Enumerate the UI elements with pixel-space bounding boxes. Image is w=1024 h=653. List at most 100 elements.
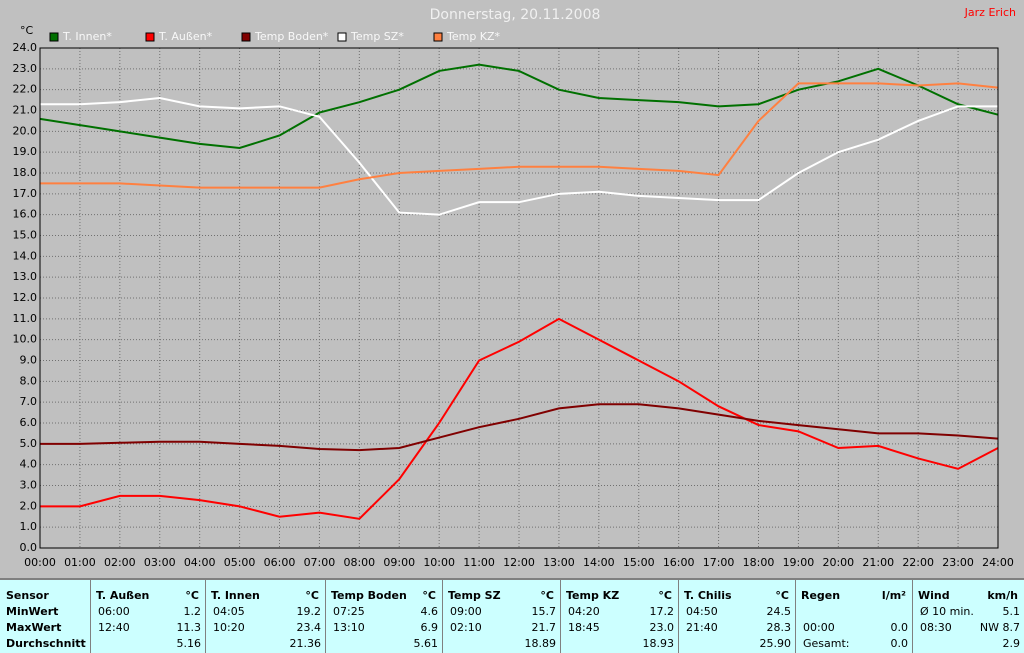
cell-time: Gesamt:: [803, 637, 850, 650]
column-unit: °C: [305, 589, 319, 602]
y-tick-label: 6.0: [20, 416, 38, 429]
cell-time: 02:10: [450, 621, 482, 634]
y-tick-label: 13.0: [13, 270, 38, 283]
column-header: T. Innen: [211, 589, 260, 602]
y-tick-label: 3.0: [20, 479, 38, 492]
y-tick-label: 1.0: [20, 520, 38, 533]
cell-time: 10:20: [213, 621, 245, 634]
y-tick-label: 21.0: [13, 104, 38, 117]
y-tick-label: 0.0: [20, 541, 38, 554]
column-divider: [205, 580, 206, 653]
column-header: Temp Boden: [331, 589, 407, 602]
author: Jarz Erich: [964, 6, 1016, 19]
x-tick-label: 22:00: [902, 556, 934, 569]
y-tick-label: 8.0: [20, 374, 38, 387]
cell-time: 04:05: [213, 605, 245, 618]
x-tick-label: 09:00: [383, 556, 415, 569]
x-tick-label: 14:00: [583, 556, 615, 569]
cell-value: 2.9: [1002, 637, 1021, 650]
cell-time: 21:40: [686, 621, 718, 634]
x-tick-label: 06:00: [264, 556, 296, 569]
cell-value: 18.93: [642, 637, 675, 650]
y-tick-label: 11.0: [13, 312, 38, 325]
y-tick-label: 16.0: [13, 208, 38, 221]
cell-value: 5.16: [176, 637, 202, 650]
column-divider: [560, 580, 561, 653]
cell-value: 1.2: [183, 605, 202, 618]
legend-label: Temp SZ*: [350, 30, 404, 43]
legend-swatch: [337, 32, 347, 42]
y-tick-label: 4.0: [20, 458, 38, 471]
x-tick-label: 08:00: [343, 556, 375, 569]
y-tick-label: 2.0: [20, 499, 38, 512]
x-tick-label: 07:00: [304, 556, 336, 569]
legend-swatch: [241, 32, 251, 42]
x-tick-label: 21:00: [862, 556, 894, 569]
column-divider: [678, 580, 679, 653]
series-line: [39, 63, 999, 150]
row-label: MinWert: [6, 605, 59, 618]
column-unit: °C: [775, 589, 789, 602]
chart-title: Donnerstag, 20.11.2008: [430, 7, 601, 23]
y-tick-label: 14.0: [13, 249, 38, 262]
chart: Donnerstag, 20.11.2008 Jarz Erich °C 0.0…: [13, 6, 1017, 569]
summary-table: Sensor MinWert MaxWert Durchschnitt T. Außen…: [0, 578, 1024, 653]
y-tick-label: 19.0: [13, 145, 38, 158]
legend-label: T. Außen*: [158, 30, 213, 43]
x-tick-label: 03:00: [144, 556, 176, 569]
cell-value: 23.4: [296, 621, 322, 634]
column-header: T. Chilis: [684, 589, 732, 602]
cell-value: 19.2: [296, 605, 322, 618]
legend-swatch: [433, 32, 443, 42]
y-tick-label: 17.0: [13, 187, 38, 200]
x-tick-label: 10:00: [423, 556, 455, 569]
column-header: Temp SZ: [448, 589, 501, 602]
x-tick-label: 17:00: [703, 556, 735, 569]
cell-time: 04:20: [568, 605, 600, 618]
series-line: [40, 82, 999, 189]
x-tick-label: 15:00: [623, 556, 655, 569]
x-tick-label: 04:00: [184, 556, 216, 569]
x-tick-label: 02:00: [104, 556, 136, 569]
column-header: Temp KZ: [566, 589, 620, 602]
cell-value: 5.61: [413, 637, 439, 650]
cell-value: 17.2: [649, 605, 675, 618]
cell-value: 0.0: [890, 621, 909, 634]
x-tick-label: 16:00: [663, 556, 695, 569]
cell-value: 25.90: [759, 637, 792, 650]
cell-value: 28.3: [766, 621, 792, 634]
cell-time: 18:45: [568, 621, 600, 634]
cell-value: 0.0: [890, 637, 909, 650]
column-header: Regen: [801, 589, 841, 602]
column-unit: °C: [540, 589, 554, 602]
cell-time: 07:25: [333, 605, 365, 618]
cell-value: 21.7: [531, 621, 557, 634]
column-header: T. Außen: [96, 589, 150, 602]
legend-label: Temp Boden*: [254, 30, 329, 43]
cell-value: 6.9: [420, 621, 439, 634]
y-tick-label: 10.0: [13, 333, 38, 346]
x-tick-label: 20:00: [822, 556, 854, 569]
cell-value: 24.5: [766, 605, 792, 618]
cell-value: 21.36: [289, 637, 322, 650]
series-line: [40, 403, 999, 452]
cell-value: NW 8.7: [979, 621, 1020, 634]
row-label: MaxWert: [6, 621, 62, 634]
y-tick-label: 24.0: [13, 41, 38, 54]
row-label: Sensor: [6, 589, 49, 602]
cell-time: 08:30: [920, 621, 952, 634]
column-divider: [442, 580, 443, 653]
column-divider: [912, 580, 913, 653]
cell-time: 12:40: [98, 621, 130, 634]
legend-swatch: [145, 32, 155, 42]
cell-value: 15.7: [531, 605, 557, 618]
cell-value: 4.6: [420, 605, 439, 618]
y-tick-label: 7.0: [20, 395, 38, 408]
cell-time: 09:00: [450, 605, 482, 618]
cell-time: 13:10: [333, 621, 365, 634]
y-tick-label: 15.0: [13, 229, 38, 242]
cell-value: 23.0: [649, 621, 675, 634]
column-header: Wind: [918, 589, 950, 602]
column-unit: °C: [185, 589, 199, 602]
